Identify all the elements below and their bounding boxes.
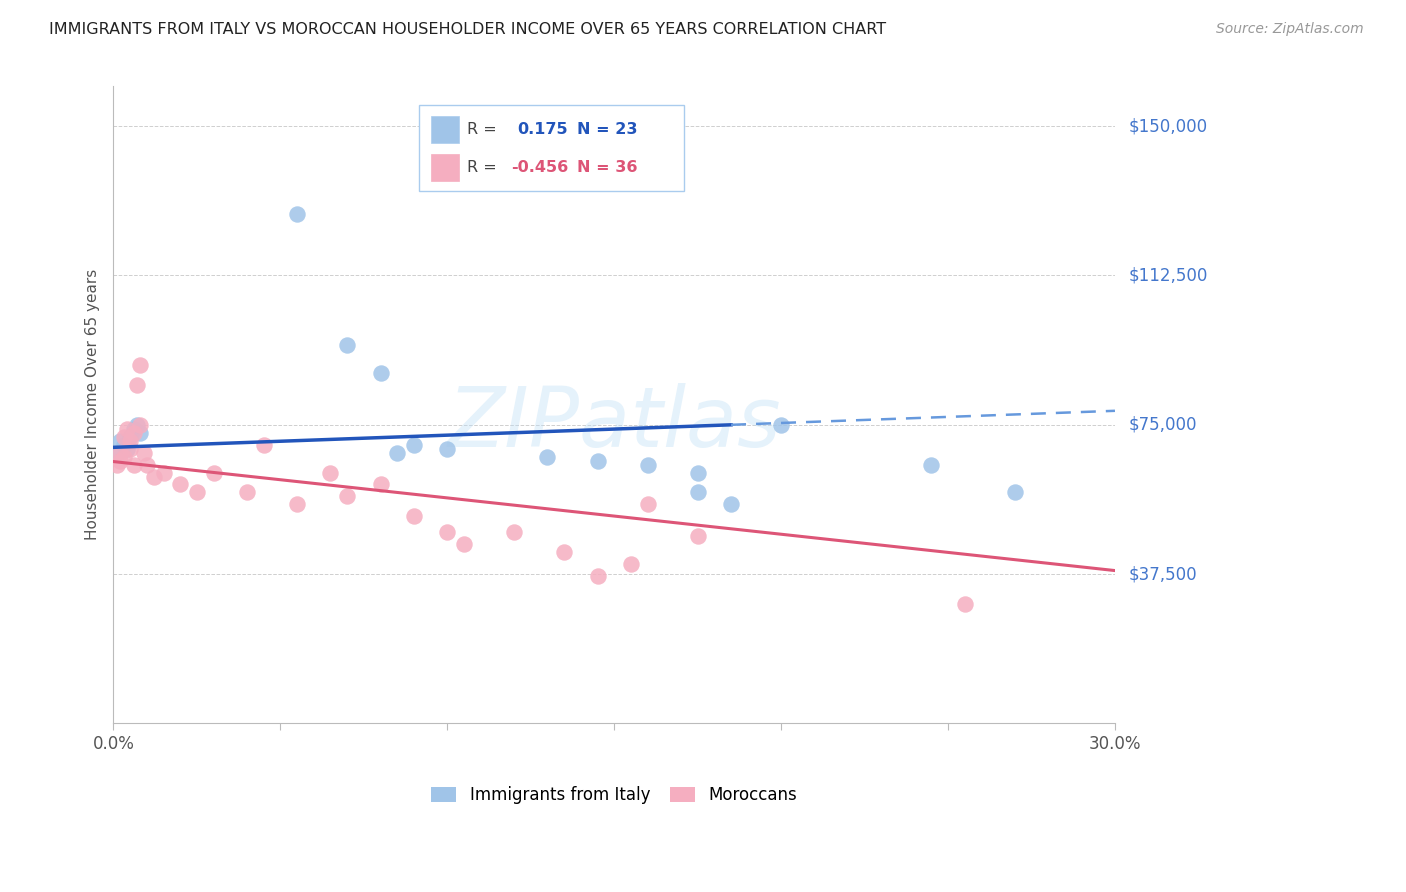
Point <box>503 525 526 540</box>
Text: $75,000: $75,000 <box>1129 416 1198 434</box>
Text: N = 23: N = 23 <box>578 122 638 137</box>
Point <box>122 425 145 440</box>
Point <box>186 485 208 500</box>
Point <box>108 453 131 467</box>
Point <box>129 425 152 440</box>
Point <box>152 466 174 480</box>
Y-axis label: Householder Income Over 65 years: Householder Income Over 65 years <box>86 269 100 541</box>
Text: 0.175: 0.175 <box>517 122 568 137</box>
Point <box>370 477 392 491</box>
Point <box>105 458 128 472</box>
Text: ZIPatlas: ZIPatlas <box>447 384 782 465</box>
Text: $37,500: $37,500 <box>1129 565 1198 583</box>
FancyBboxPatch shape <box>419 105 685 192</box>
Point <box>142 469 165 483</box>
Point <box>336 338 359 352</box>
Point <box>953 597 976 611</box>
Point <box>285 207 308 221</box>
Point <box>236 485 259 500</box>
Text: -0.456: -0.456 <box>510 160 568 175</box>
Point <box>202 466 225 480</box>
Point <box>436 525 458 540</box>
Point <box>108 434 131 448</box>
Point <box>370 366 392 380</box>
Point <box>115 442 138 456</box>
Point <box>1004 485 1026 500</box>
Point <box>112 430 135 444</box>
Point <box>402 438 425 452</box>
Point <box>319 466 342 480</box>
Point <box>135 458 157 472</box>
Point <box>920 458 942 472</box>
Point <box>120 430 142 444</box>
Text: R =: R = <box>467 122 502 137</box>
Point <box>536 450 558 464</box>
Point <box>453 537 475 551</box>
Point <box>125 378 148 392</box>
Point <box>120 442 142 456</box>
Point <box>686 485 709 500</box>
Point <box>586 569 609 583</box>
Point <box>553 545 575 559</box>
Point <box>125 417 148 432</box>
Point <box>285 497 308 511</box>
Point <box>620 557 643 571</box>
Point <box>770 417 793 432</box>
Point <box>387 445 409 459</box>
Point <box>120 434 142 448</box>
Point <box>686 529 709 543</box>
Point <box>436 442 458 456</box>
Point <box>115 422 138 436</box>
Point <box>686 466 709 480</box>
Text: R =: R = <box>467 160 502 175</box>
Text: $150,000: $150,000 <box>1129 117 1208 136</box>
Point <box>586 453 609 467</box>
Point <box>112 438 135 452</box>
Point <box>637 458 659 472</box>
Point <box>169 477 191 491</box>
Point <box>720 497 742 511</box>
Point <box>336 490 359 504</box>
Bar <box>432 154 458 181</box>
Text: Source: ZipAtlas.com: Source: ZipAtlas.com <box>1216 22 1364 37</box>
Point <box>402 509 425 524</box>
Text: $112,500: $112,500 <box>1129 267 1208 285</box>
Point <box>253 438 276 452</box>
Legend: Immigrants from Italy, Moroccans: Immigrants from Italy, Moroccans <box>425 780 804 811</box>
Point <box>112 450 135 464</box>
Bar <box>432 116 458 143</box>
Point <box>122 422 145 436</box>
Point <box>122 458 145 472</box>
Point <box>132 445 155 459</box>
Point <box>637 497 659 511</box>
Point <box>129 358 152 372</box>
Point <box>105 445 128 459</box>
Point <box>129 417 152 432</box>
Text: IMMIGRANTS FROM ITALY VS MOROCCAN HOUSEHOLDER INCOME OVER 65 YEARS CORRELATION C: IMMIGRANTS FROM ITALY VS MOROCCAN HOUSEH… <box>49 22 886 37</box>
Point <box>108 445 131 459</box>
Text: N = 36: N = 36 <box>578 160 638 175</box>
